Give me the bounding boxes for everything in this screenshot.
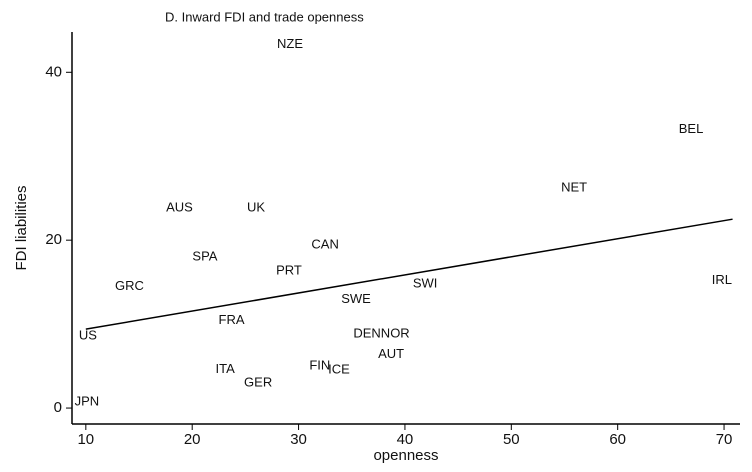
point-label: IRL (712, 272, 732, 287)
point-label: AUS (166, 200, 193, 215)
point-label: ITA (216, 361, 236, 376)
point-label: SPA (192, 248, 217, 263)
point-label: SWI (413, 275, 438, 290)
fit-line (85, 218, 733, 330)
y-axis-label: FDI liabilities (13, 185, 30, 270)
point-label: PRT (276, 263, 302, 278)
x-tick-label: 20 (184, 431, 201, 448)
x-tick-label: 60 (609, 431, 626, 448)
point-label: UK (247, 200, 265, 215)
point-label: SWE (341, 291, 371, 306)
point-label: FIN (309, 358, 330, 373)
point-label: NET (561, 180, 587, 195)
x-tick-label: 30 (290, 431, 307, 448)
point-label: FRA (219, 312, 245, 327)
x-tick-label: 40 (397, 431, 414, 448)
point-label: JPN (75, 394, 100, 409)
x-tick-label: 50 (503, 431, 520, 448)
point-label: GRC (115, 278, 144, 293)
y-tick-label: 40 (45, 63, 62, 80)
point-label: GER (244, 374, 272, 389)
x-axis-label: openness (373, 447, 438, 464)
point-label: AUT (378, 346, 404, 361)
point-label: US (79, 327, 97, 342)
point-label: ICE (328, 362, 350, 377)
y-tick-label: 20 (45, 231, 62, 248)
x-tick-label: 10 (77, 431, 94, 448)
y-tick-label: 0 (54, 399, 62, 416)
point-label: NZE (277, 36, 303, 51)
point-label: DENNOR (353, 326, 409, 341)
point-label: CAN (311, 237, 338, 252)
chart-title: D. Inward FDI and trade openness (165, 9, 364, 24)
x-tick-label: 70 (716, 431, 733, 448)
point-label: BEL (679, 121, 704, 136)
